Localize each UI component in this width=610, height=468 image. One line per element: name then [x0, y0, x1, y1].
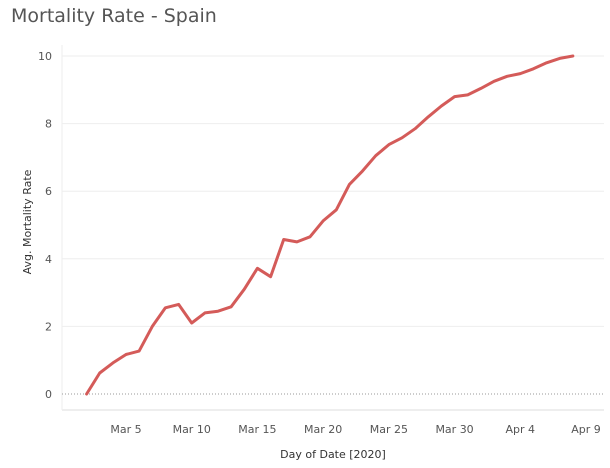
x-axis-ticks: Mar 5 Mar 10 Mar 15 Mar 20 Mar 25 Mar 30 Apr 4…: [110, 423, 600, 436]
x-tick-label: Mar 15: [238, 423, 276, 436]
y-tick-label: 4: [45, 253, 52, 266]
x-tick-label: Apr 4: [506, 423, 536, 436]
x-tick-label: Mar 30: [435, 423, 473, 436]
y-tick-label: 8: [45, 118, 52, 131]
x-tick-label: Mar 5: [110, 423, 141, 436]
x-tick-label: Mar 10: [173, 423, 211, 436]
chart-title: Mortality Rate - Spain: [11, 5, 217, 27]
x-tick-label: Apr 9: [571, 423, 601, 436]
x-tick-label: Mar 25: [370, 423, 408, 436]
x-tick-label: Mar 20: [304, 423, 342, 436]
x-axis-title: Day of Date [2020]: [280, 448, 386, 461]
y-axis-title: Avg. Mortality Rate: [21, 169, 34, 274]
y-tick-label: 6: [45, 185, 52, 198]
y-axis-ticks: 0 2 4 6 8 10: [38, 50, 52, 401]
y-tick-label: 2: [45, 320, 52, 333]
y-tick-label: 0: [45, 388, 52, 401]
y-tick-label: 10: [38, 50, 52, 63]
series-line: [85, 54, 575, 396]
gridlines: [61, 45, 604, 411]
